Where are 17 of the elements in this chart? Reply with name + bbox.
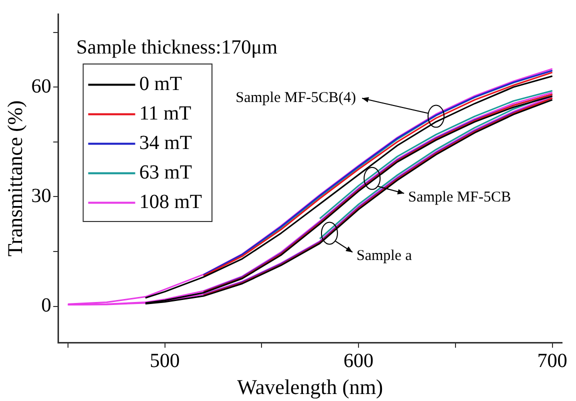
legend-label: 11 mT	[139, 102, 192, 124]
y-tick-label: 30	[31, 184, 52, 207]
y-axis-title: Transmittance (%)	[3, 100, 28, 256]
x-tick-label: 600	[344, 350, 374, 372]
y-tick-label: 60	[31, 75, 52, 98]
x-tick-label: 500	[150, 350, 180, 372]
annotation: Sample thickness:170μm	[76, 36, 278, 58]
legend-label: 0 mT	[139, 73, 182, 95]
y-tick-label: 0	[41, 294, 52, 317]
annotation: Sample MF-5CB(4)	[236, 90, 356, 106]
annotation: Sample MF-5CB	[408, 189, 512, 206]
legend-label: 63 mT	[139, 162, 192, 184]
legend-label: 34 mT	[139, 132, 192, 154]
x-axis-title: Wavelength (nm)	[237, 374, 384, 399]
x-tick-label: 700	[537, 350, 568, 372]
annotation: Sample a	[356, 248, 412, 264]
legend-label: 108 mT	[139, 191, 202, 213]
